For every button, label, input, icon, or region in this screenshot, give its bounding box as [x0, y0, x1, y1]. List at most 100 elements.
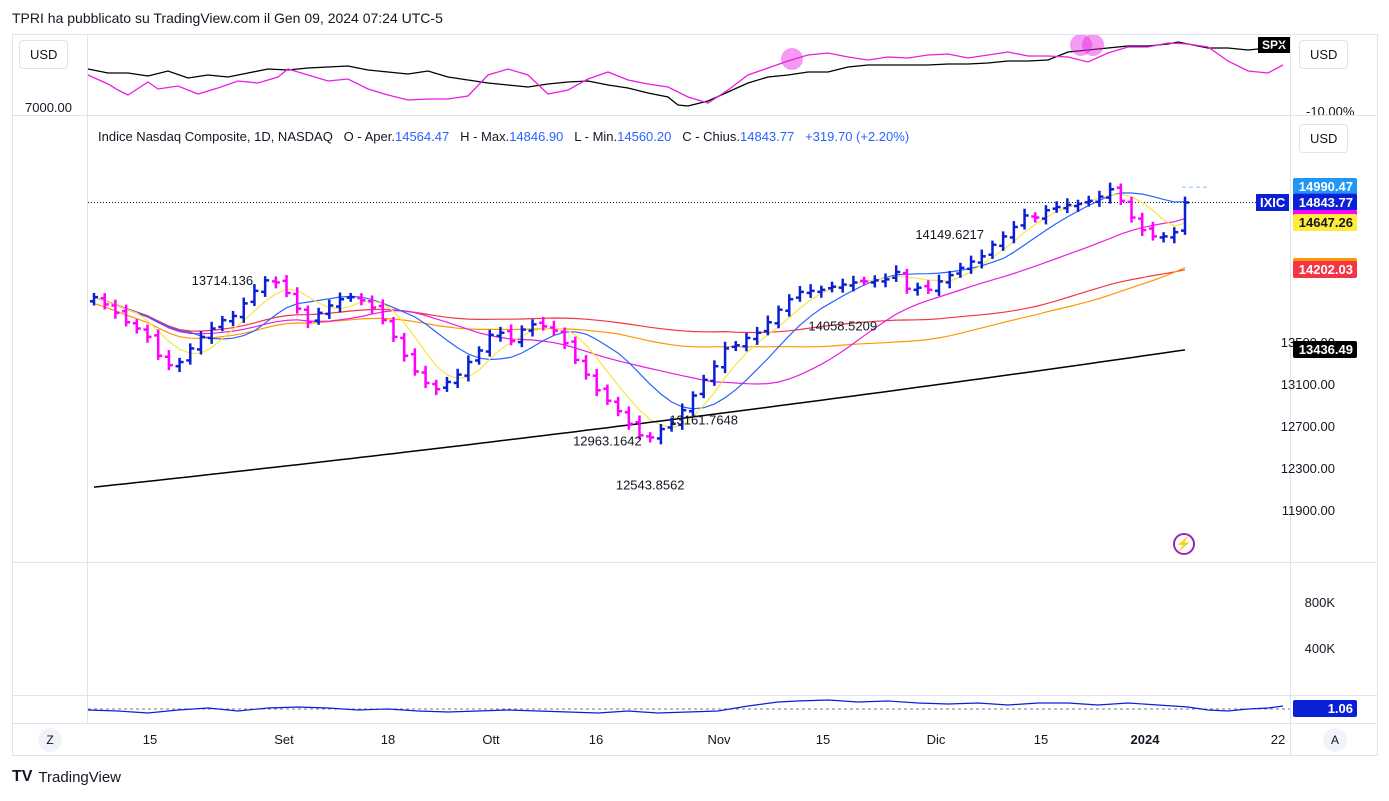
- ohlc-bar: [1074, 199, 1083, 212]
- symbol-legend[interactable]: Indice Nasdaq Composite, 1D, NASDAQ O - …: [98, 129, 909, 144]
- time-tick-label: Dic: [926, 732, 946, 747]
- price-tag: 13436.49: [1293, 340, 1357, 358]
- ohlc-bar: [314, 307, 323, 325]
- ohlc-bar: [132, 319, 141, 334]
- ohlc-bar: [967, 255, 976, 274]
- ohlc-bar: [122, 304, 131, 327]
- ohlc-bar: [1170, 227, 1179, 244]
- ohlc-bar: [614, 396, 623, 417]
- ohlc-bar: [293, 287, 302, 314]
- auto-scale-button[interactable]: A: [1323, 728, 1347, 752]
- legend-high-label: H - Max.: [460, 129, 510, 144]
- price-axis[interactable]: 11900.0012300.0012700.0013100.0013500.00…: [1256, 116, 1389, 562]
- ohlc-bar: [1095, 190, 1104, 207]
- pivot-annotation: 14058.5209: [808, 319, 877, 334]
- legend-low: 14560.20: [617, 129, 672, 144]
- top-pane-left-label: 7000.00: [25, 100, 72, 115]
- ohlc-bar: [635, 415, 644, 440]
- ohlc-bar: [496, 326, 505, 342]
- ohlc-bar: [282, 275, 291, 298]
- legend-high: 14846.90: [509, 129, 564, 144]
- ohlc-bar: [250, 284, 259, 307]
- ohlc-bar: [218, 315, 227, 332]
- ohlc-bar: [346, 292, 355, 302]
- ohlc-bar: [196, 331, 205, 355]
- ohlc-bar: [239, 297, 248, 323]
- main-currency-button[interactable]: USD: [1299, 124, 1349, 153]
- ohlc-bar: [870, 275, 879, 288]
- ohlc-bar: [817, 285, 826, 298]
- timezone-button[interactable]: Z: [38, 728, 62, 752]
- spx-relative-line: [88, 42, 1284, 104]
- price-tick-label: 12700.00: [1280, 418, 1335, 434]
- ohlc-bar: [742, 332, 751, 352]
- ohlc-bar: [924, 280, 933, 294]
- ohlc-bar: [389, 317, 398, 342]
- ohlc-bar: [646, 432, 655, 443]
- ohlc-bar: [517, 325, 526, 348]
- price-tick-label: 13100.00: [1280, 377, 1335, 393]
- time-tick-label: Nov: [707, 732, 731, 747]
- ohlc-bar: [945, 270, 954, 289]
- symbol-tag: IXIC: [1256, 193, 1290, 211]
- ohlc-bar: [934, 274, 943, 296]
- volume-axis-label: 800K: [1304, 595, 1335, 610]
- time-tick-label: 15: [142, 732, 158, 747]
- ohlc-bar: [400, 332, 409, 362]
- ohlc-bar: [1052, 201, 1061, 213]
- lightning-icon[interactable]: ⚡: [1173, 533, 1195, 555]
- moving-average-line: [93, 193, 1186, 429]
- ohlc-bar: [688, 391, 697, 418]
- ohlc-bar: [507, 324, 516, 346]
- tradingview-logo[interactable]: TV TradingView: [12, 768, 121, 786]
- ohlc-bar: [710, 360, 719, 386]
- ohlc-bar: [656, 424, 665, 445]
- pane-separator-indicator[interactable]: [12, 695, 1378, 696]
- ohlc-bar: [667, 417, 676, 432]
- ohlc-bar: [1181, 196, 1189, 235]
- time-tick-label: Ott: [482, 732, 500, 747]
- ohlc-bar: [806, 284, 815, 298]
- ohlc-bar: [902, 268, 911, 294]
- ohlc-bar: [175, 357, 184, 373]
- price-chart[interactable]: 14149.6217 13161.7648 12963.1642 13714.136 1…: [88, 116, 1290, 562]
- moving-average-line: [93, 269, 1186, 334]
- ohlc-bar: [421, 365, 430, 388]
- ohlc-bar: [325, 299, 334, 319]
- ohlc-bar: [860, 276, 869, 286]
- legend-open: 14564.47: [394, 129, 450, 144]
- ohlc-bar: [774, 305, 783, 329]
- pivot-annotation: 12543.8562: [616, 477, 685, 492]
- ohlc-bar: [892, 265, 901, 282]
- ohlc-bar: [731, 341, 740, 352]
- pane-separator-volume[interactable]: [12, 562, 1378, 563]
- time-tick-label: 2024: [1130, 732, 1160, 747]
- ohlc-bar: [207, 321, 216, 344]
- ohlc-bar: [1041, 205, 1050, 225]
- ohlc-bar: [154, 329, 163, 360]
- ohlc-bar: [956, 262, 965, 278]
- top-pane-currency-left[interactable]: USD: [19, 40, 69, 69]
- time-tick-label: 15: [815, 732, 831, 747]
- legend-close-label: C - Chius.: [682, 129, 740, 144]
- legend-open-label: O - Aper.: [343, 129, 395, 144]
- ohlc-bar: [410, 348, 419, 376]
- ohlc-bar: [763, 315, 772, 336]
- price-tick-label: 12300.00: [1280, 460, 1335, 476]
- ohlc-bar: [528, 319, 537, 337]
- price-tag: 14843.77: [1293, 193, 1357, 211]
- top-pane-currency-right[interactable]: USD: [1299, 40, 1349, 69]
- chart-frame: [12, 34, 1378, 756]
- ohlc-bar: [229, 310, 238, 327]
- ohlc-bar: [1084, 195, 1093, 207]
- ohlc-bar: [849, 275, 858, 292]
- ohlc-bar: [699, 374, 708, 399]
- ohlc-bar: [432, 379, 441, 396]
- time-axis[interactable]: 15 Set 18 Ott 16 Nov 15 Dic 15 2024 22: [88, 732, 1290, 750]
- ohlc-bar: [100, 293, 109, 310]
- top-pane-right-label: -10.00%: [1306, 104, 1355, 115]
- price-tick-label: 11900.00: [1281, 502, 1335, 518]
- pane-separator-top[interactable]: [12, 115, 1378, 116]
- indicator-pane: [88, 699, 1290, 714]
- ohlc-bar: [464, 355, 473, 382]
